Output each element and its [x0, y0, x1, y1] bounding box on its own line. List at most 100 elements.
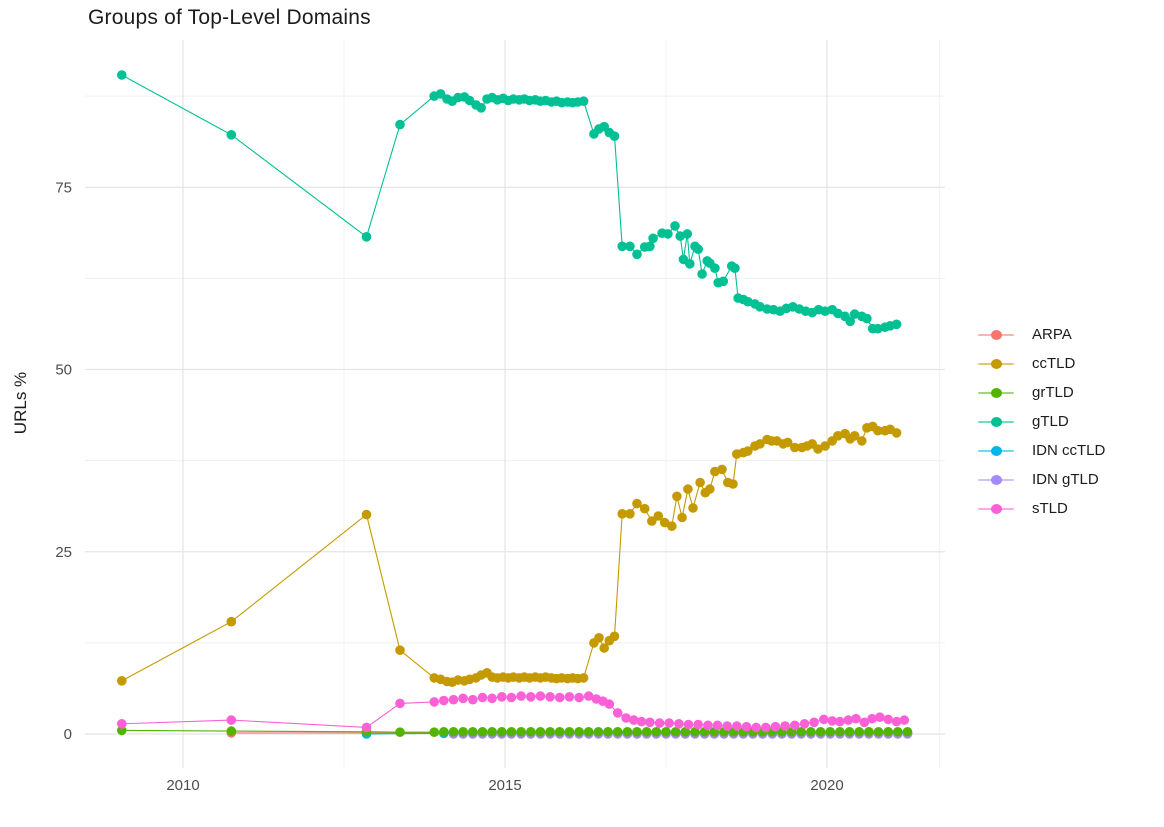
series-point-stld: [429, 697, 440, 707]
series-point-grtld: [670, 727, 681, 737]
legend-label: gTLD: [1032, 413, 1069, 430]
series-point-cctld: [226, 616, 237, 627]
series-point-grtld: [535, 727, 546, 737]
series-point-stld: [564, 692, 575, 702]
series-point-grtld: [226, 726, 237, 736]
legend-key-cctld: [978, 357, 1014, 371]
legend-key-stld: [978, 502, 1014, 516]
series-point-grtld: [844, 727, 855, 737]
series-point-stld: [395, 698, 405, 709]
series-point-stld: [712, 720, 723, 731]
series-point-grtld: [864, 727, 874, 737]
series-point-cctld: [688, 503, 698, 513]
series-point-stld: [809, 717, 819, 728]
legend-key-dot: [991, 474, 1002, 485]
series-point-stld: [545, 692, 555, 702]
series-point-stld: [226, 715, 237, 725]
series-point-gtld: [578, 96, 589, 106]
legend-key-dot: [991, 503, 1002, 514]
series-point-grtld: [458, 727, 468, 737]
series-point-stld: [761, 722, 771, 733]
series-point-stld: [506, 692, 517, 703]
series-point-stld: [487, 693, 497, 704]
series-point-grtld: [439, 727, 449, 737]
series-point-grtld: [448, 727, 459, 737]
series-point-stld: [612, 708, 623, 718]
x-tick-label: 2010: [166, 777, 199, 794]
series-point-grtld: [574, 727, 584, 737]
series-point-grtld: [902, 727, 913, 737]
legend-key-idn-cctld: [978, 444, 1014, 458]
series-point-stld: [516, 691, 526, 701]
series-point-grtld: [526, 727, 536, 737]
series-point-stld: [629, 715, 639, 725]
series-point-cctld: [873, 425, 883, 436]
series-point-grtld: [641, 727, 652, 737]
series-point-gtld: [845, 316, 855, 327]
series-point-cctld: [117, 676, 127, 686]
series-point-stld: [867, 713, 877, 724]
legend: ARPA ccTLD grTLD gTLD IDN ccTLD IDN gTLD sTLD: [978, 320, 1105, 523]
legend-item-grtld: grTLD: [978, 378, 1105, 407]
series-point-grtld: [661, 727, 671, 737]
series-point-grtld: [395, 727, 405, 737]
legend-item-gtld: gTLD: [978, 407, 1105, 436]
series-point-cctld: [695, 477, 705, 488]
series-point-gtld: [632, 249, 642, 260]
y-tick-label: 25: [55, 544, 72, 561]
series-point-stld: [117, 719, 127, 729]
legend-key-gtld: [978, 415, 1014, 429]
series-point-gtld: [609, 131, 620, 141]
series-point-grtld: [583, 727, 594, 737]
series-point-cctld: [849, 431, 860, 441]
series-point-gtld: [648, 233, 658, 244]
series-point-gtld: [625, 241, 635, 252]
legend-item-arpa: ARPA: [978, 320, 1105, 349]
series-point-stld: [899, 715, 910, 725]
series-point-stld: [790, 720, 800, 731]
series-point-stld: [674, 719, 684, 729]
series-point-stld: [799, 719, 810, 729]
legend-label: sTLD: [1032, 500, 1068, 517]
series-point-stld: [439, 695, 449, 706]
series-point-stld: [891, 716, 902, 727]
series-point-gtld: [891, 319, 902, 330]
series-point-cctld: [632, 498, 642, 509]
series-point-gtld: [862, 313, 872, 324]
series-point-grtld: [564, 727, 575, 737]
legend-item-cctld: ccTLD: [978, 349, 1105, 378]
series-point-gtld: [476, 103, 487, 113]
series-point-grtld: [429, 727, 440, 737]
chart-title: Groups of Top-Level Domains: [88, 6, 371, 29]
series-line-cctld: [121, 425, 897, 683]
series-point-cctld: [659, 517, 670, 528]
series-point-cctld: [625, 509, 635, 519]
series-point-grtld: [854, 727, 864, 737]
series-point-stld: [535, 691, 546, 701]
series-point-stld: [554, 692, 565, 703]
series-point-grtld: [497, 727, 507, 737]
series-point-stld: [621, 713, 631, 723]
legend-key-dot: [991, 358, 1002, 369]
series-point-gtld: [730, 263, 740, 274]
y-tick-label: 75: [55, 179, 72, 196]
legend-key-idn-gtld: [978, 473, 1014, 487]
series-point-stld: [835, 716, 845, 727]
series-point-stld: [497, 692, 507, 702]
series-point-stld: [468, 694, 478, 705]
series-point-grtld: [612, 727, 623, 737]
series-point-gtld: [117, 70, 127, 80]
series-point-cctld: [653, 511, 664, 521]
series-point-gtld: [697, 269, 707, 279]
series-point-gtld: [685, 259, 695, 269]
legend-key-dot: [991, 445, 1002, 456]
series-point-gtld: [226, 130, 237, 140]
series-point-stld: [583, 691, 594, 701]
series-point-cctld: [395, 645, 405, 655]
series-point-gtld: [361, 232, 372, 242]
series-point-grtld: [883, 727, 893, 737]
series-point-stld: [819, 714, 829, 725]
series-point-grtld: [516, 727, 526, 737]
series-point-stld: [683, 719, 694, 730]
